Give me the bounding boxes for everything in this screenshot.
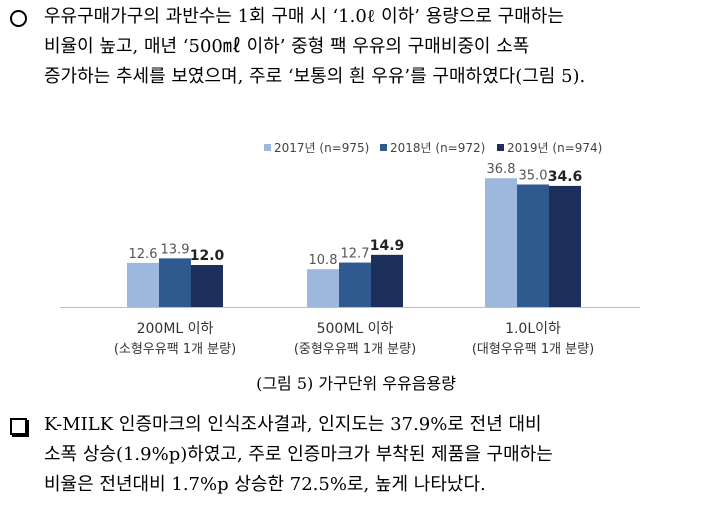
kmilk-line-1: K-MILK 인증마크의 인식조사결과, 인지도는 37.9%로 전년 대비: [44, 414, 542, 435]
bar-2-2: [549, 185, 581, 307]
category-label-2: 1.0L이하: [505, 321, 561, 337]
square-bullet-icon: [10, 410, 36, 445]
bar-1-2: [371, 254, 403, 307]
data-label-0-1: 13.9: [161, 242, 190, 257]
bar-2-1: [517, 184, 549, 307]
kmilk-line-3: 비율은 전년대비 1.7%p 상승한 72.5%로, 높게 나타났다.: [44, 474, 486, 495]
intro-line-2: 비율이 높고, 매년 ‘500㎖ 이하’ 중형 팩 우유의 구매비중이 소폭: [44, 36, 530, 57]
legend-swatch-2: [497, 144, 504, 151]
data-label-2-1: 35.0: [519, 169, 548, 184]
data-label-1-0: 10.8: [309, 253, 338, 268]
bar-0-2: [191, 265, 223, 307]
circle-bullet-icon: [10, 2, 36, 37]
legend-label-1: 2018년 (n=972): [390, 141, 485, 155]
legend-label-2: 2019년 (n=974): [507, 141, 602, 155]
legend-label-0: 2017년 (n=975): [274, 141, 369, 155]
category-sublabel-2: (대형우유팩 1개 분량): [472, 342, 594, 357]
data-label-0-2: 12.0: [190, 248, 225, 264]
kmilk-paragraph: K-MILK 인증마크의 인식조사결과, 인지도는 37.9%로 전년 대비 소…: [10, 410, 710, 500]
data-label-2-0: 36.8: [487, 162, 516, 177]
kmilk-line-2: 소폭 상승(1.9%p)하였고, 주로 인증마크가 부착된 제품을 구매하는: [44, 444, 553, 465]
intro-paragraph: 우유구매가구의 과반수는 1회 구매 시 ‘1.0ℓ 이하’ 용량으로 구매하는…: [10, 2, 710, 92]
bar-1-1: [339, 262, 371, 307]
category-label-1: 500ML 이하: [317, 321, 394, 337]
data-label-0-0: 12.6: [129, 247, 158, 262]
bar-0-0: [127, 262, 159, 307]
data-label-2-2: 34.6: [548, 169, 583, 185]
intro-line-1: 우유구매가구의 과반수는 1회 구매 시 ‘1.0ℓ 이하’ 용량으로 구매하는: [44, 6, 564, 27]
data-label-1-1: 12.7: [341, 247, 370, 262]
bar-2-0: [485, 178, 517, 307]
legend-swatch-0: [264, 144, 271, 151]
legend-swatch-1: [380, 144, 387, 151]
category-sublabel-1: (중형우유팩 1개 분량): [294, 342, 416, 357]
milk-volume-chart: 2017년 (n=975) 2018년 (n=972) 2019년 (n=974) 1…: [60, 141, 640, 357]
category-sublabel-0: (소형우유팩 1개 분량): [114, 342, 236, 357]
data-label-1-2: 14.9: [370, 238, 405, 254]
bar-1-0: [307, 269, 339, 307]
category-label-0: 200ML 이하: [137, 321, 214, 337]
figure-caption: (그림 5) 가구단위 우유음용량: [256, 374, 456, 393]
intro-line-3: 증가하는 추세를 보였으며, 주로 ‘보통의 흰 우유’를 구매하였다(그림 5…: [44, 66, 586, 87]
bar-0-1: [159, 258, 191, 307]
